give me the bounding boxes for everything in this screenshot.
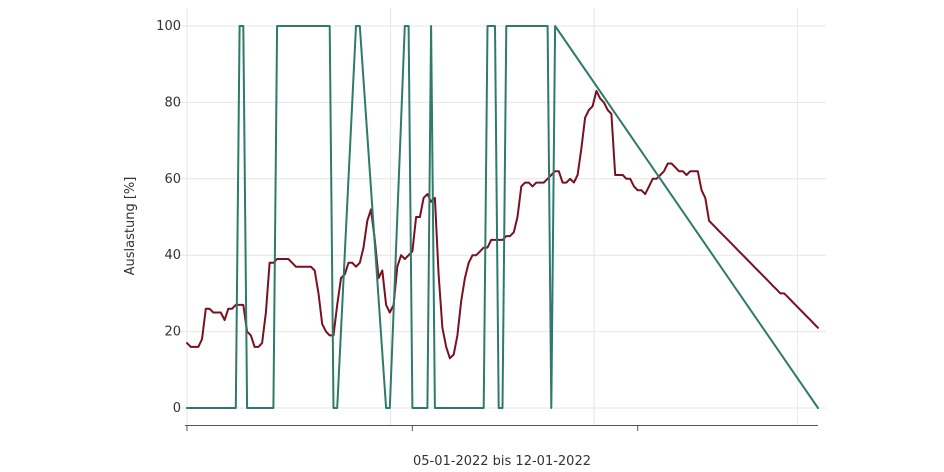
series bbox=[186, 25, 819, 409]
y-tick-label: 40 bbox=[164, 248, 181, 263]
x-axis-title: 05-01-2022 bis 12-01-2022 bbox=[413, 454, 591, 469]
y-tick-label: 100 bbox=[156, 19, 181, 34]
axes: 0 20 40 60 80 100 bbox=[156, 19, 818, 431]
y-tick-label: 60 bbox=[164, 172, 181, 187]
y-tick-label: 0 bbox=[173, 401, 181, 416]
series-line-2 bbox=[186, 25, 819, 409]
y-axis-title: Auslastung [%] bbox=[123, 177, 138, 276]
y-tick-label: 20 bbox=[164, 325, 181, 340]
y-tick-label: 80 bbox=[164, 95, 181, 110]
